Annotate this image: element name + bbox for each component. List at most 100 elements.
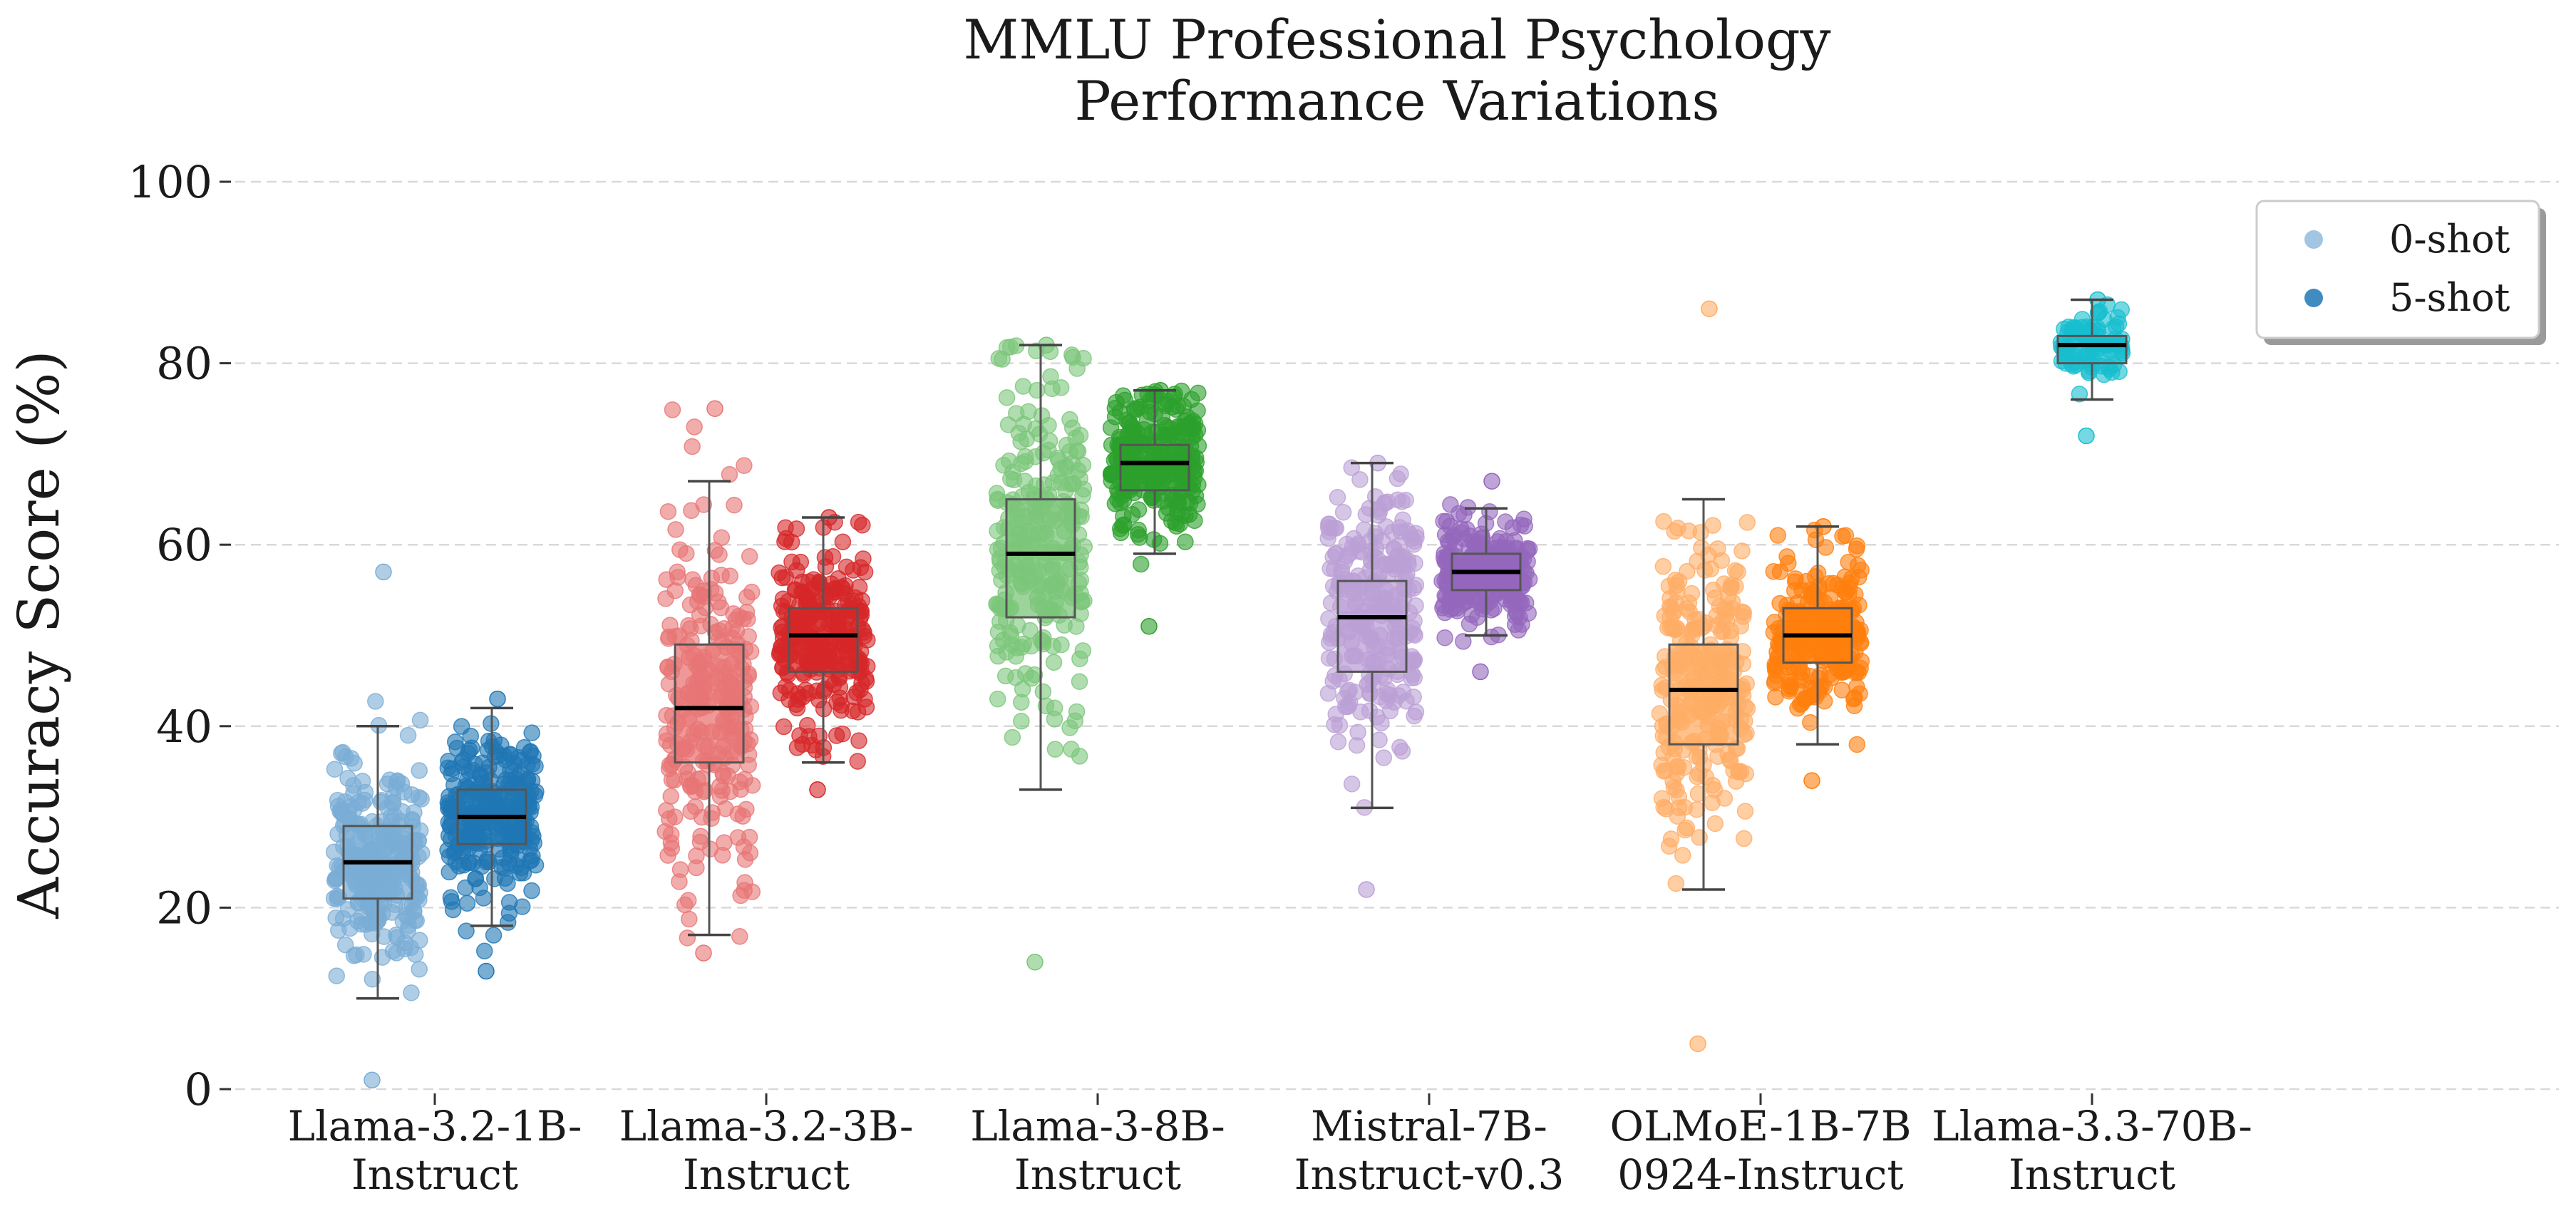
point-0-shot-4: [1683, 584, 1701, 602]
chart-title-line-1: MMLU Professional Psychology: [963, 8, 1830, 71]
point-5-shot-1: [783, 553, 800, 571]
point-5-shot-4: [1833, 681, 1851, 699]
point-5-shot-0: [463, 739, 480, 757]
point-5-shot-1: [857, 670, 875, 687]
point-0-shot-4: [1678, 600, 1696, 617]
point-0-shot-2: [1013, 713, 1030, 730]
point-0-shot-1: [735, 610, 752, 627]
point-5-shot-0: [523, 724, 540, 741]
point-5-shot-2: [1190, 437, 1207, 455]
point-0-shot-3: [1361, 532, 1379, 550]
y-tick-label-20: 20: [156, 882, 212, 934]
point-extreme-5-shot-3-0: [1472, 663, 1489, 681]
x-tick-label-1-line-1: Llama-3.2-3B-: [619, 1102, 914, 1150]
point-0-shot-3: [1384, 523, 1401, 541]
box-5-shot-2: [1119, 443, 1190, 492]
point-0-shot-1: [691, 586, 709, 603]
point-extreme-5-shot-1-0: [809, 781, 826, 798]
point-0-shot-0: [411, 822, 429, 839]
point-0-shot-0: [328, 967, 345, 984]
point-0-shot-2: [1004, 728, 1021, 746]
point-5-shot-3: [1460, 615, 1478, 633]
point-5-shot-0: [447, 733, 464, 751]
point-0-shot-3: [1371, 731, 1388, 748]
point-0-shot-0: [411, 711, 429, 729]
point-5-shot-0: [489, 761, 507, 779]
point-5-shot-3: [1436, 587, 1453, 604]
point-5-shot-4: [1848, 537, 1866, 555]
point-0-shot-2: [989, 522, 1006, 540]
point-0-shot-0: [348, 946, 365, 964]
point-0-shot-0: [399, 726, 417, 744]
y-axis-label: Accuracy Score (%): [6, 350, 72, 919]
point-extreme-5-shot-3-1: [1483, 473, 1500, 490]
point-0-shot-1: [669, 563, 686, 581]
legend-frame: [2255, 200, 2540, 339]
point-5-shot-5: [2111, 363, 2128, 381]
point-5-shot-1: [834, 725, 851, 743]
point-0-shot-1: [686, 798, 704, 815]
point-5-shot-3: [1453, 524, 1470, 541]
x-tick-label-0-line-2: Instruct: [351, 1150, 518, 1199]
point-extreme-0-shot-3-0: [1358, 881, 1375, 898]
point-5-shot-2: [1130, 521, 1147, 539]
point-0-shot-2: [1074, 642, 1092, 659]
point-0-shot-1: [706, 542, 724, 559]
point-0-shot-2: [1046, 741, 1064, 758]
point-5-shot-2: [1177, 533, 1194, 550]
point-5-shot-4: [1848, 736, 1866, 753]
point-0-shot-2: [1013, 694, 1030, 711]
point-5-shot-2: [1102, 419, 1120, 436]
point-5-shot-2: [1123, 506, 1141, 523]
point-5-shot-0: [459, 771, 476, 788]
point-5-shot-4: [1840, 553, 1857, 571]
point-0-shot-4: [1726, 562, 1744, 579]
point-0-shot-2: [1071, 673, 1088, 691]
point-5-shot-3: [1436, 545, 1453, 562]
point-0-shot-2: [1042, 368, 1059, 385]
point-0-shot-2: [1046, 699, 1063, 716]
point-0-shot-2: [1034, 683, 1052, 701]
point-5-shot-4: [1769, 527, 1787, 544]
point-0-shot-3: [1391, 738, 1408, 756]
point-5-shot-0: [480, 732, 498, 750]
point-0-shot-3: [1339, 698, 1356, 716]
point-5-shot-4: [1781, 680, 1798, 698]
point-5-shot-5: [2109, 309, 2126, 326]
point-0-shot-3: [1329, 733, 1347, 751]
point-0-shot-1: [657, 590, 674, 607]
y-tick-label-100: 100: [128, 156, 212, 208]
x-tick-label-3-line-2: Instruct-v0.3: [1294, 1150, 1565, 1199]
point-5-shot-2: [1148, 423, 1165, 440]
point-5-shot-1: [788, 520, 805, 537]
point-0-shot-3: [1322, 629, 1340, 647]
point-0-shot-2: [1035, 629, 1052, 646]
point-5-shot-1: [850, 513, 867, 531]
point-0-shot-1: [740, 756, 757, 774]
point-5-shot-2: [1160, 499, 1177, 517]
point-0-shot-1: [695, 496, 712, 513]
point-0-shot-3: [1394, 511, 1411, 529]
x-tick-label-4-line-1: OLMoE-1B-7B: [1609, 1102, 1911, 1150]
box-5-shot-5: [2056, 334, 2128, 365]
point-0-shot-0: [372, 793, 390, 810]
point-0-shot-2: [1041, 432, 1058, 450]
x-tick-label-1-line-2: Instruct: [683, 1150, 850, 1199]
point-0-shot-2: [998, 339, 1016, 356]
point-0-shot-3: [1320, 649, 1338, 667]
point-0-shot-4: [1679, 562, 1696, 580]
point-0-shot-2: [1074, 487, 1091, 504]
point-0-shot-2: [1016, 448, 1034, 465]
point-5-shot-0: [521, 743, 539, 761]
point-5-shot-0: [474, 773, 492, 791]
point-0-shot-0: [411, 961, 428, 978]
point-0-shot-0: [354, 773, 371, 790]
point-0-shot-3: [1370, 507, 1387, 524]
point-0-shot-0: [334, 743, 351, 761]
point-0-shot-3: [1324, 672, 1341, 690]
point-5-shot-3: [1455, 633, 1472, 650]
point-0-shot-2: [1007, 648, 1025, 665]
point-5-shot-3: [1504, 519, 1522, 537]
point-0-shot-0: [364, 971, 381, 988]
point-0-shot-1: [716, 620, 733, 637]
